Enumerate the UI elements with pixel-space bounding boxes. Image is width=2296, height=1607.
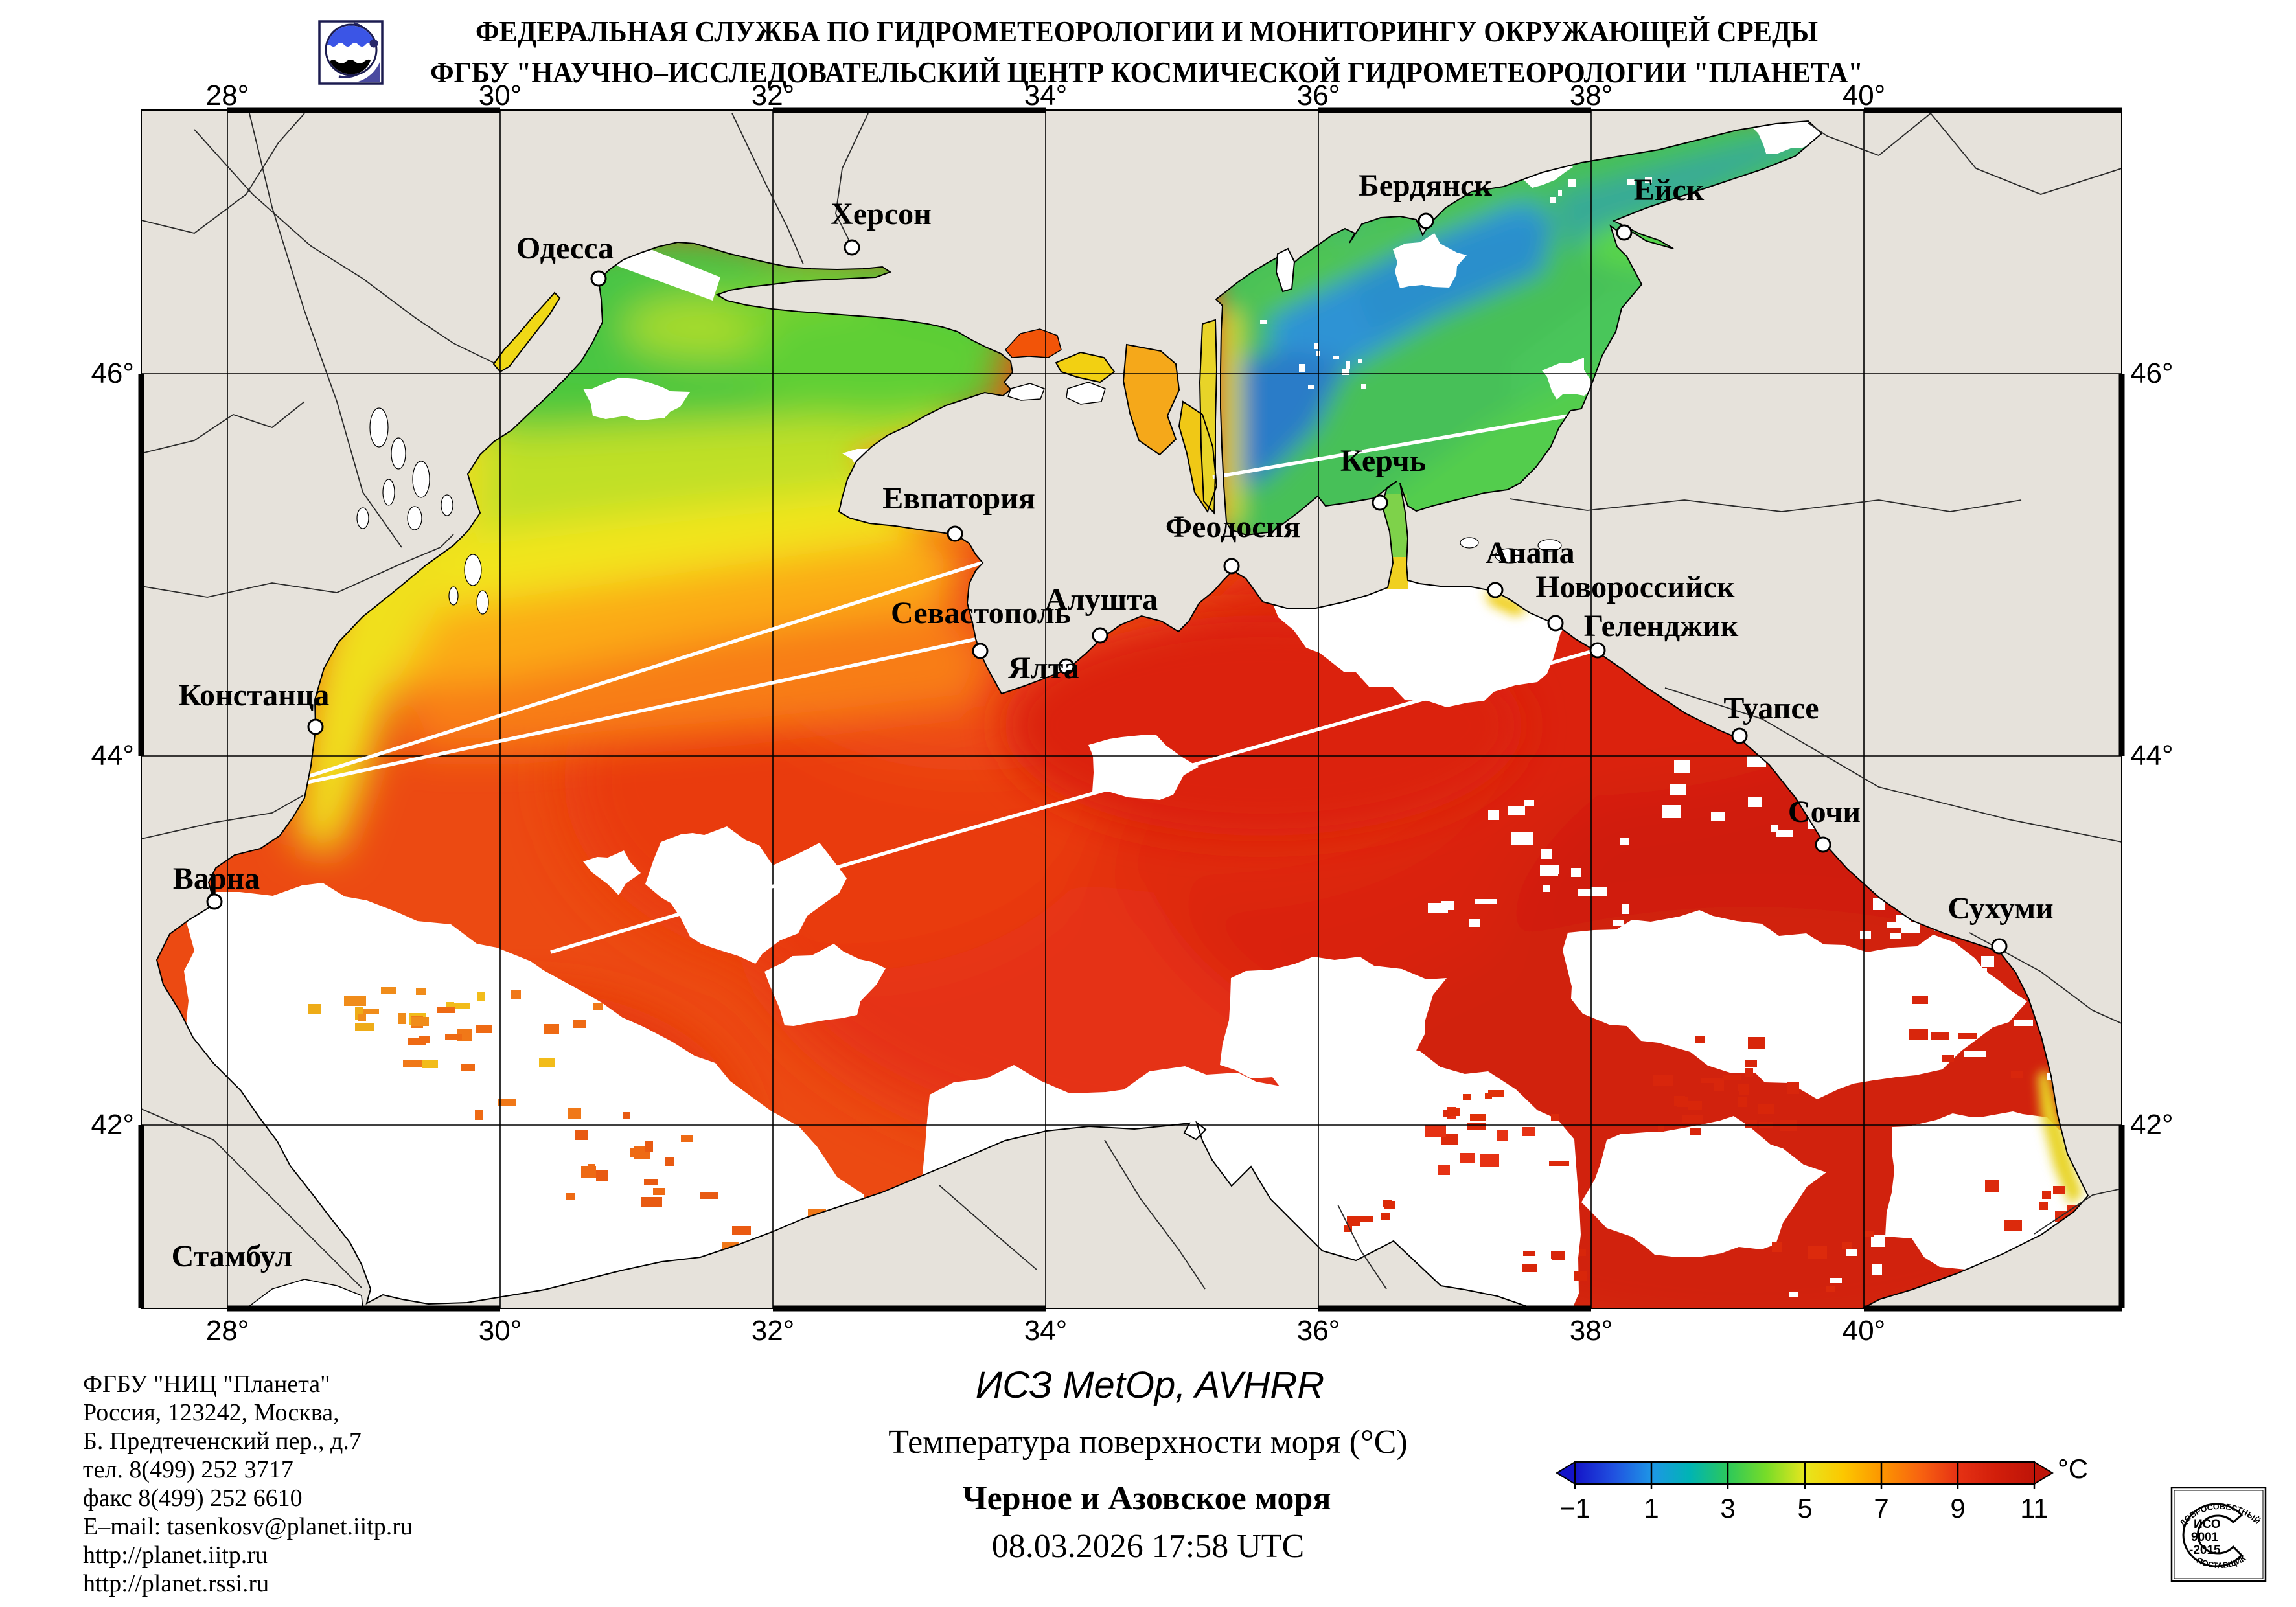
svg-text:34°: 34° bbox=[1024, 80, 1068, 111]
svg-text:Севастополь: Севастополь bbox=[891, 596, 1071, 630]
svg-text:9001: 9001 bbox=[2191, 1531, 2219, 1544]
svg-text:30°: 30° bbox=[479, 1315, 522, 1347]
svg-text:Ялта: Ялта bbox=[1008, 651, 1079, 685]
svg-text:46°: 46° bbox=[91, 358, 134, 389]
svg-text:ФГБУ "НАУЧНО–ИССЛЕДОВАТЕЛЬСКИЙ: ФГБУ "НАУЧНО–ИССЛЕДОВАТЕЛЬСКИЙ ЦЕНТР КОС… bbox=[430, 56, 1863, 89]
svg-text:46°: 46° bbox=[2130, 358, 2174, 389]
svg-text:Анапа: Анапа bbox=[1486, 536, 1574, 570]
svg-text:ФЕДЕРАЛЬНАЯ СЛУЖБА ПО ГИДРОМЕТ: ФЕДЕРАЛЬНАЯ СЛУЖБА ПО ГИДРОМЕТЕОРОЛОГИИ … bbox=[476, 15, 1818, 48]
svg-text:факс 8(499) 252 6610: факс 8(499) 252 6610 bbox=[83, 1485, 303, 1512]
svg-text:Алушта: Алушта bbox=[1045, 582, 1158, 617]
svg-text:Сочи: Сочи bbox=[1788, 795, 1861, 829]
svg-text:Ейск: Ейск bbox=[1634, 173, 1705, 207]
svg-text:11: 11 bbox=[2020, 1493, 2049, 1523]
svg-text:5: 5 bbox=[1797, 1493, 1812, 1523]
svg-text:42°: 42° bbox=[2130, 1109, 2174, 1141]
svg-text:Новороссийск: Новороссийск bbox=[1535, 570, 1735, 604]
svg-text:32°: 32° bbox=[752, 80, 795, 111]
svg-text:−1: −1 bbox=[1559, 1493, 1590, 1523]
svg-text:38°: 38° bbox=[1570, 80, 1613, 111]
svg-text:Туапсе: Туапсе bbox=[1723, 691, 1819, 725]
svg-text:Феодосия: Феодосия bbox=[1165, 510, 1300, 544]
svg-text:42°: 42° bbox=[91, 1109, 134, 1141]
svg-text:Б. Предтеченский пер., д.7: Б. Предтеченский пер., д.7 bbox=[83, 1428, 362, 1455]
svg-text:http://planet.rssi.ru: http://planet.rssi.ru bbox=[83, 1570, 269, 1597]
svg-text:28°: 28° bbox=[206, 80, 249, 111]
svg-text:Стамбул: Стамбул bbox=[172, 1239, 293, 1273]
svg-text:9: 9 bbox=[1950, 1493, 1965, 1523]
svg-text:36°: 36° bbox=[1297, 1315, 1340, 1347]
svg-text:Херсон: Херсон bbox=[831, 197, 932, 231]
svg-text:38°: 38° bbox=[1570, 1315, 1613, 1347]
svg-text:ИСЗ MetOp, AVHRR: ИСЗ MetOp, AVHRR bbox=[976, 1364, 1324, 1406]
svg-text:40°: 40° bbox=[1843, 1315, 1886, 1347]
svg-text:3: 3 bbox=[1720, 1493, 1735, 1523]
svg-text:Геленджик: Геленджик bbox=[1584, 609, 1739, 643]
svg-text:http://planet.iitp.ru: http://planet.iitp.ru bbox=[83, 1542, 268, 1569]
svg-text:Евпатория: Евпатория bbox=[882, 481, 1035, 516]
svg-text:°C: °C bbox=[2058, 1453, 2088, 1484]
svg-text:Черное и Азовское моря: Черное и Азовское моря bbox=[963, 1480, 1331, 1517]
svg-text:ФГБУ "НИЦ "Планета": ФГБУ "НИЦ "Планета" bbox=[83, 1371, 330, 1398]
svg-text:08.03.2026 17:58 UTC: 08.03.2026 17:58 UTC bbox=[992, 1528, 1304, 1565]
svg-text:34°: 34° bbox=[1024, 1315, 1068, 1347]
svg-text:28°: 28° bbox=[206, 1315, 249, 1347]
svg-text:Температура поверхности моря (: Температура поверхности моря (°C) bbox=[888, 1424, 1407, 1461]
svg-text:Констанца: Констанца bbox=[179, 678, 330, 712]
svg-text:40°: 40° bbox=[1843, 80, 1886, 111]
svg-text:тел. 8(499) 252 3717: тел. 8(499) 252 3717 bbox=[83, 1456, 293, 1483]
svg-text:Сухуми: Сухуми bbox=[1947, 891, 2053, 926]
svg-text:32°: 32° bbox=[752, 1315, 795, 1347]
svg-text:E–mail: tasenkosv@planet.iitp.: E–mail: tasenkosv@planet.iitp.ru bbox=[83, 1513, 413, 1540]
svg-text:30°: 30° bbox=[479, 80, 522, 111]
svg-text:44°: 44° bbox=[2130, 740, 2174, 771]
svg-text:1: 1 bbox=[1644, 1493, 1659, 1523]
svg-text:Керчь: Керчь bbox=[1340, 444, 1426, 478]
svg-text:36°: 36° bbox=[1297, 80, 1340, 111]
svg-text:44°: 44° bbox=[91, 740, 134, 771]
svg-text:-2015: -2015 bbox=[2189, 1544, 2221, 1557]
svg-text:7: 7 bbox=[1874, 1493, 1888, 1523]
svg-text:ИСО: ИСО bbox=[2194, 1518, 2221, 1531]
svg-text:Бердянск: Бердянск bbox=[1359, 168, 1492, 203]
svg-text:Россия, 123242, Москва,: Россия, 123242, Москва, bbox=[83, 1399, 339, 1426]
svg-text:Одесса: Одесса bbox=[516, 231, 614, 266]
svg-text:Варна: Варна bbox=[173, 861, 260, 896]
